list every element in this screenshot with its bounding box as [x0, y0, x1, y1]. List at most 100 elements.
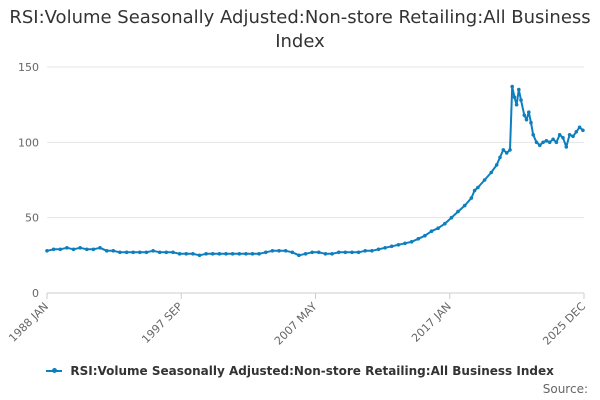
data-point [290, 250, 295, 255]
data-point [529, 120, 533, 125]
chart-title: RSI:Volume Seasonally Adjusted:Non-store… [9, 7, 591, 52]
data-point [551, 137, 555, 142]
x-tick-label: 2025 DEC [540, 300, 588, 348]
data-point [171, 250, 175, 255]
data-point [250, 252, 255, 256]
y-tick-label: 100 [18, 136, 39, 149]
data-point [45, 249, 49, 253]
x-tick-labels: 1988 JAN 1997 SEP 2007 MAY 2017 JAN 2025 DEC [6, 300, 588, 348]
data-point [138, 250, 142, 255]
data-point [508, 148, 512, 152]
data-point [330, 252, 334, 256]
data-point [91, 247, 96, 252]
grid-lines [47, 66, 584, 219]
data-point [204, 252, 208, 256]
data-point [557, 133, 562, 137]
data-point [111, 249, 116, 253]
data-point [277, 249, 281, 253]
data-point [574, 130, 579, 134]
y-tick-label: 50 [25, 212, 39, 225]
data-point [217, 252, 222, 256]
data-point [456, 209, 460, 214]
data-point [519, 98, 523, 102]
axes [46, 292, 585, 299]
data-point [177, 252, 182, 256]
data-point [370, 249, 374, 253]
data-point [527, 110, 531, 114]
data-point [65, 246, 69, 250]
data-point [443, 221, 447, 226]
x-tick-label: 2007 MAY [272, 300, 320, 348]
legend-label: RSI:Volume Seasonally Adjusted:Non-store… [70, 364, 554, 378]
x-tick-label: 1997 SEP [139, 300, 185, 346]
data-point [436, 226, 440, 230]
data-point [489, 170, 494, 175]
data-point [71, 247, 76, 252]
data-point [512, 95, 517, 99]
data-point [498, 155, 502, 160]
data-point [51, 247, 56, 252]
data-point [469, 196, 474, 200]
data-point [501, 148, 506, 152]
series-line [46, 85, 584, 257]
data-point [78, 246, 82, 250]
data-point [423, 233, 427, 238]
data-point [98, 246, 102, 250]
data-point [538, 143, 542, 148]
source-label[interactable]: Source: [542, 382, 588, 396]
data-point [472, 188, 477, 193]
data-point [494, 163, 499, 167]
data-point [157, 250, 162, 255]
x-tick-label: 2017 JAN [409, 300, 454, 345]
data-point [403, 241, 407, 246]
data-point [476, 185, 480, 190]
data-point [237, 252, 242, 256]
data-point [350, 250, 354, 255]
data-point [363, 249, 368, 253]
data-point [58, 247, 63, 252]
data-point [429, 229, 434, 233]
data-point [244, 252, 248, 256]
data-point [184, 252, 188, 256]
data-point [581, 128, 585, 133]
data-point [510, 84, 514, 89]
data-point [230, 252, 235, 256]
data-point [514, 102, 519, 107]
data-point [317, 250, 321, 255]
data-point [571, 134, 575, 139]
data-point [567, 133, 572, 137]
data-point [534, 140, 539, 145]
series-line-group [45, 84, 585, 258]
data-point [544, 139, 549, 143]
data-point [517, 87, 521, 92]
data-point [504, 151, 509, 155]
data-point [310, 250, 315, 255]
data-point [164, 250, 169, 255]
data-point [389, 244, 394, 249]
data-point [85, 247, 89, 252]
data-point [297, 253, 301, 258]
data-point [524, 117, 529, 122]
data-point [336, 250, 341, 255]
data-point [191, 252, 195, 256]
data-point [482, 178, 487, 182]
data-point [264, 250, 268, 255]
data-point [144, 250, 149, 255]
data-point [124, 250, 129, 255]
data-point [270, 249, 275, 253]
data-point [561, 136, 565, 140]
data-point [343, 250, 348, 255]
data-point [224, 252, 228, 256]
data-point [197, 253, 202, 258]
data-point [131, 250, 135, 255]
data-point [396, 243, 401, 247]
legend[interactable]: RSI:Volume Seasonally Adjusted:Non-store… [0, 364, 600, 378]
y-tick-label: 0 [32, 287, 39, 300]
data-point [376, 247, 381, 252]
data-point [416, 237, 421, 241]
data-point [323, 252, 328, 256]
data-point [577, 125, 582, 130]
y-tick-label: 150 [18, 61, 39, 74]
data-point [462, 203, 467, 208]
